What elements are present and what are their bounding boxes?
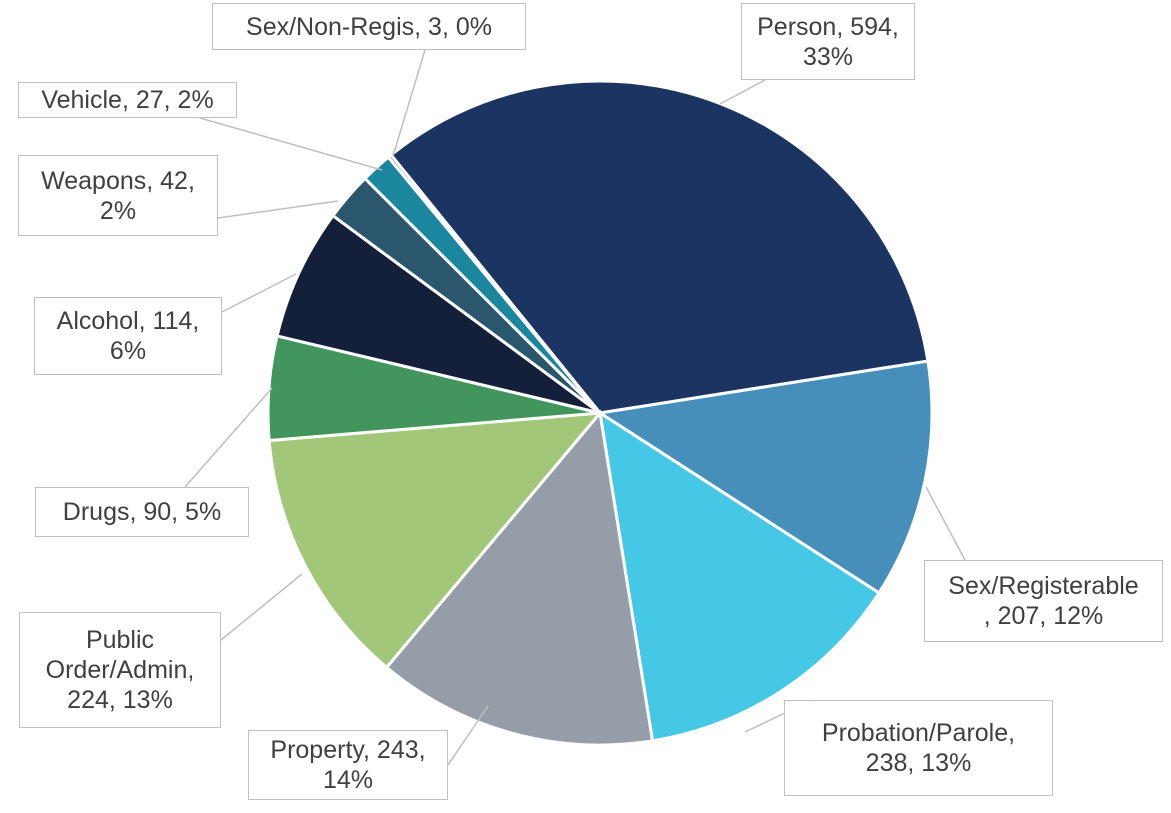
- leader-line: [719, 79, 766, 105]
- pie-slice: [386, 152, 602, 414]
- data-label: Weapons, 42, 2%: [18, 155, 218, 236]
- data-label: Alcohol, 114, 6%: [34, 297, 222, 375]
- leader-line: [447, 705, 489, 766]
- data-label: Person, 594, 33%: [741, 3, 915, 80]
- leader-line: [217, 200, 339, 219]
- data-label: Public Order/Admin, 224, 13%: [19, 612, 221, 728]
- data-label: Sex/Non-Regis, 3, 0%: [212, 3, 526, 50]
- pie-slice: [388, 79, 930, 415]
- pie-slice: [267, 411, 604, 670]
- leader-line: [184, 387, 273, 488]
- pie-slice: [384, 409, 655, 747]
- data-label: Property, 243, 14%: [248, 730, 448, 800]
- leader-line: [392, 49, 426, 157]
- data-label: Probation/Parole, 238, 13%: [784, 700, 1053, 796]
- leader-line: [221, 273, 297, 313]
- leader-line: [925, 486, 966, 561]
- leader-line: [220, 573, 303, 641]
- pie-slice: [275, 213, 601, 415]
- data-label: Vehicle, 27, 2%: [18, 82, 237, 118]
- data-label: Sex/Registerable , 207, 12%: [924, 560, 1163, 642]
- leader-line: [199, 117, 383, 171]
- data-label: Drugs, 90, 5%: [35, 487, 249, 537]
- pie-slice: [597, 409, 882, 743]
- pie-slice: [595, 359, 934, 596]
